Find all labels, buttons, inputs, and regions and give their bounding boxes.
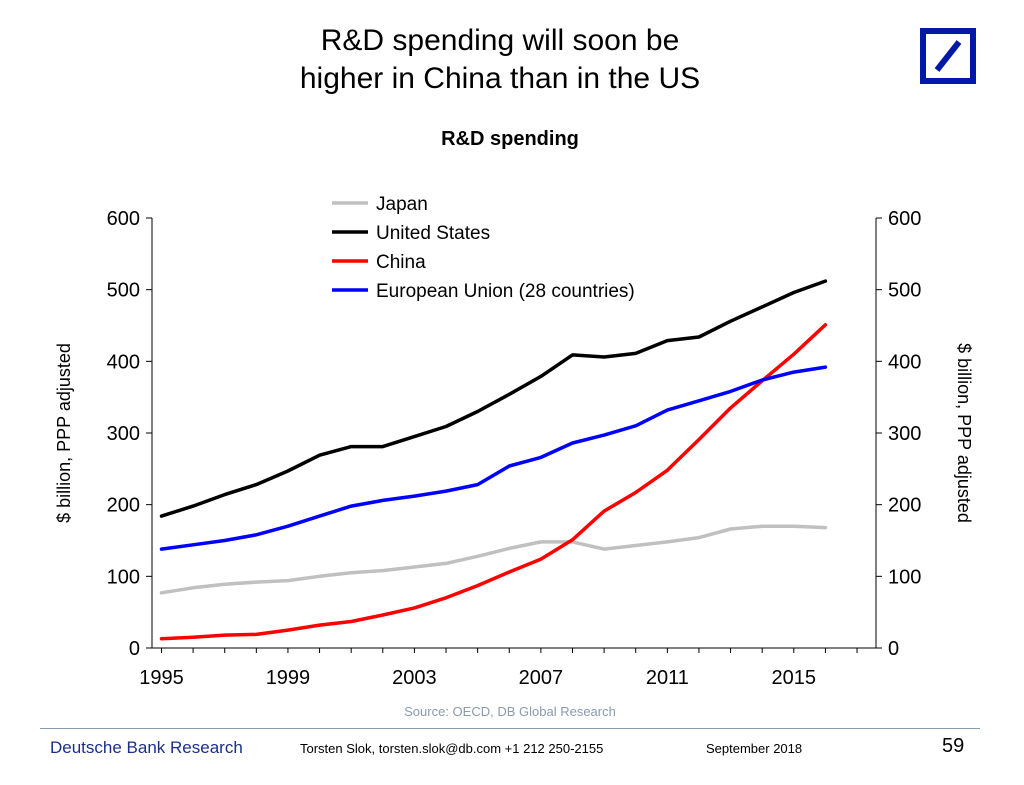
series-line: [159, 524, 828, 595]
logo-slash: [934, 40, 962, 72]
x-tick-label: 2015: [772, 667, 817, 689]
y-tick-label-right: 500: [888, 280, 921, 302]
series-line: [159, 365, 828, 551]
y-axis-title-left: $ billion, PPP adjusted: [54, 343, 74, 523]
footer-date: September 2018: [706, 741, 803, 756]
y-tick-label-left: 200: [107, 495, 140, 517]
x-tick-label: 1999: [266, 667, 311, 689]
slide-title-line-1: R&D spending will soon be: [320, 24, 680, 57]
footer-author: Torsten Slok, torsten.slok@db.com +1 212…: [300, 741, 604, 756]
series-line: [159, 279, 828, 518]
chart-source: Source: OECD, DB Global Research: [404, 704, 616, 719]
x-tick-label: 1995: [139, 667, 184, 689]
slide-title-line-2: higher in China than in the US: [299, 62, 701, 95]
y-tick-label-left: 500: [107, 280, 140, 302]
y-tick-label-right: 100: [888, 566, 921, 588]
y-tick-label-left: 0: [129, 638, 140, 660]
y-tick-label-right: 0: [888, 638, 899, 660]
y-tick-label-right: 300: [888, 423, 921, 445]
y-tick-label-left: 400: [107, 351, 140, 373]
logo-frame: [920, 28, 976, 84]
x-tick-label: 2011: [646, 667, 689, 689]
slide-title: R&D spending will soon be higher in Chin…: [180, 22, 820, 98]
page-number: 59: [942, 735, 965, 757]
y-tick-label-right: 600: [888, 208, 921, 230]
y-tick-label-right: 400: [888, 351, 921, 373]
legend-label: Japan: [376, 194, 428, 215]
legend-label: United States: [376, 223, 490, 244]
footer-brand: Deutsche Bank Research: [50, 738, 243, 757]
y-tick-label-right: 200: [888, 495, 921, 517]
x-tick-label: 2003: [392, 667, 437, 689]
x-tick-label: 2007: [519, 667, 564, 689]
footer-divider: [40, 728, 980, 729]
legend-label: European Union (28 countries): [376, 281, 635, 302]
deutsche-bank-logo: [920, 28, 976, 84]
y-tick-label-left: 600: [107, 208, 140, 230]
y-tick-label-left: 300: [107, 423, 140, 445]
legend-label: China: [376, 252, 426, 273]
y-axis-title-right: $ billion, PPP adjusted: [954, 343, 974, 523]
series-line: [159, 323, 828, 641]
chart-title: R&D spending: [441, 128, 579, 150]
y-tick-label-left: 100: [107, 566, 140, 588]
